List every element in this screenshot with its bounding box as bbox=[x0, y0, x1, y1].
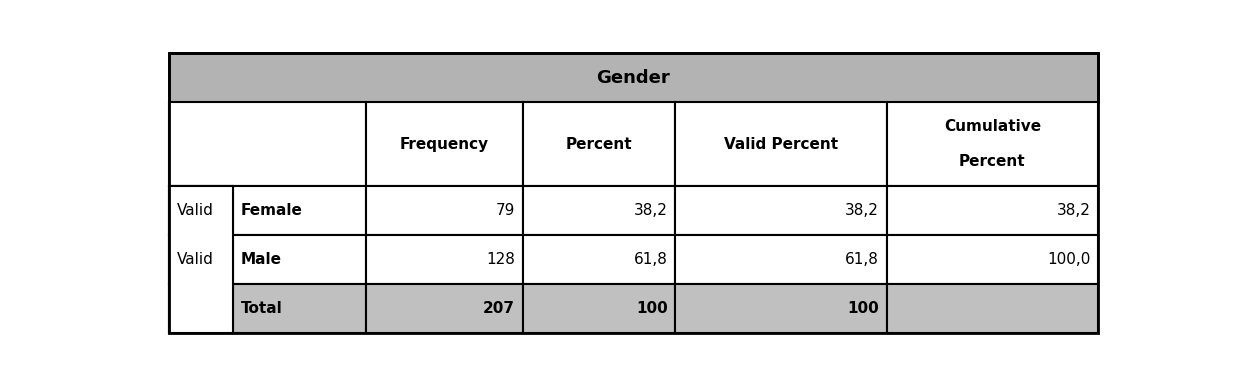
Text: Cumulative

Percent: Cumulative Percent bbox=[944, 119, 1041, 169]
Text: 207: 207 bbox=[483, 301, 515, 316]
Text: 38,2: 38,2 bbox=[1057, 203, 1090, 218]
Bar bbox=[366, 236, 523, 285]
Bar bbox=[169, 53, 1098, 102]
Bar bbox=[169, 187, 232, 334]
Bar bbox=[675, 285, 886, 334]
Bar bbox=[675, 236, 886, 285]
Text: Percent: Percent bbox=[566, 137, 633, 152]
Bar bbox=[169, 285, 232, 334]
Bar bbox=[523, 236, 675, 285]
Bar bbox=[366, 285, 523, 334]
Text: 38,2: 38,2 bbox=[845, 203, 879, 218]
Bar bbox=[886, 285, 1098, 334]
Text: 61,8: 61,8 bbox=[845, 252, 879, 267]
Bar bbox=[366, 187, 523, 236]
Bar bbox=[675, 187, 886, 236]
Text: Valid Percent: Valid Percent bbox=[724, 137, 838, 152]
Text: Valid: Valid bbox=[177, 203, 214, 218]
Text: 100: 100 bbox=[635, 301, 667, 316]
Text: 79: 79 bbox=[496, 203, 515, 218]
Bar bbox=[886, 102, 1098, 187]
Bar bbox=[886, 187, 1098, 236]
Text: 128: 128 bbox=[486, 252, 515, 267]
Text: Valid: Valid bbox=[177, 252, 214, 267]
Text: Frequency: Frequency bbox=[399, 137, 488, 152]
Bar bbox=[232, 285, 366, 334]
Text: 61,8: 61,8 bbox=[634, 252, 667, 267]
Bar bbox=[366, 102, 523, 187]
Bar bbox=[232, 187, 366, 236]
Bar bbox=[523, 285, 675, 334]
Text: 100,0: 100,0 bbox=[1047, 252, 1090, 267]
Bar bbox=[232, 236, 366, 285]
Bar bbox=[523, 102, 675, 187]
Bar bbox=[523, 187, 675, 236]
Bar bbox=[675, 102, 886, 187]
Text: 38,2: 38,2 bbox=[634, 203, 667, 218]
Text: 100: 100 bbox=[847, 301, 879, 316]
Text: Female: Female bbox=[241, 203, 303, 218]
Text: Total: Total bbox=[241, 301, 282, 316]
Text: Gender: Gender bbox=[597, 69, 670, 87]
Bar bbox=[169, 187, 232, 236]
Bar bbox=[169, 236, 232, 285]
Bar bbox=[169, 102, 366, 187]
Text: Male: Male bbox=[241, 252, 282, 267]
Bar bbox=[886, 236, 1098, 285]
